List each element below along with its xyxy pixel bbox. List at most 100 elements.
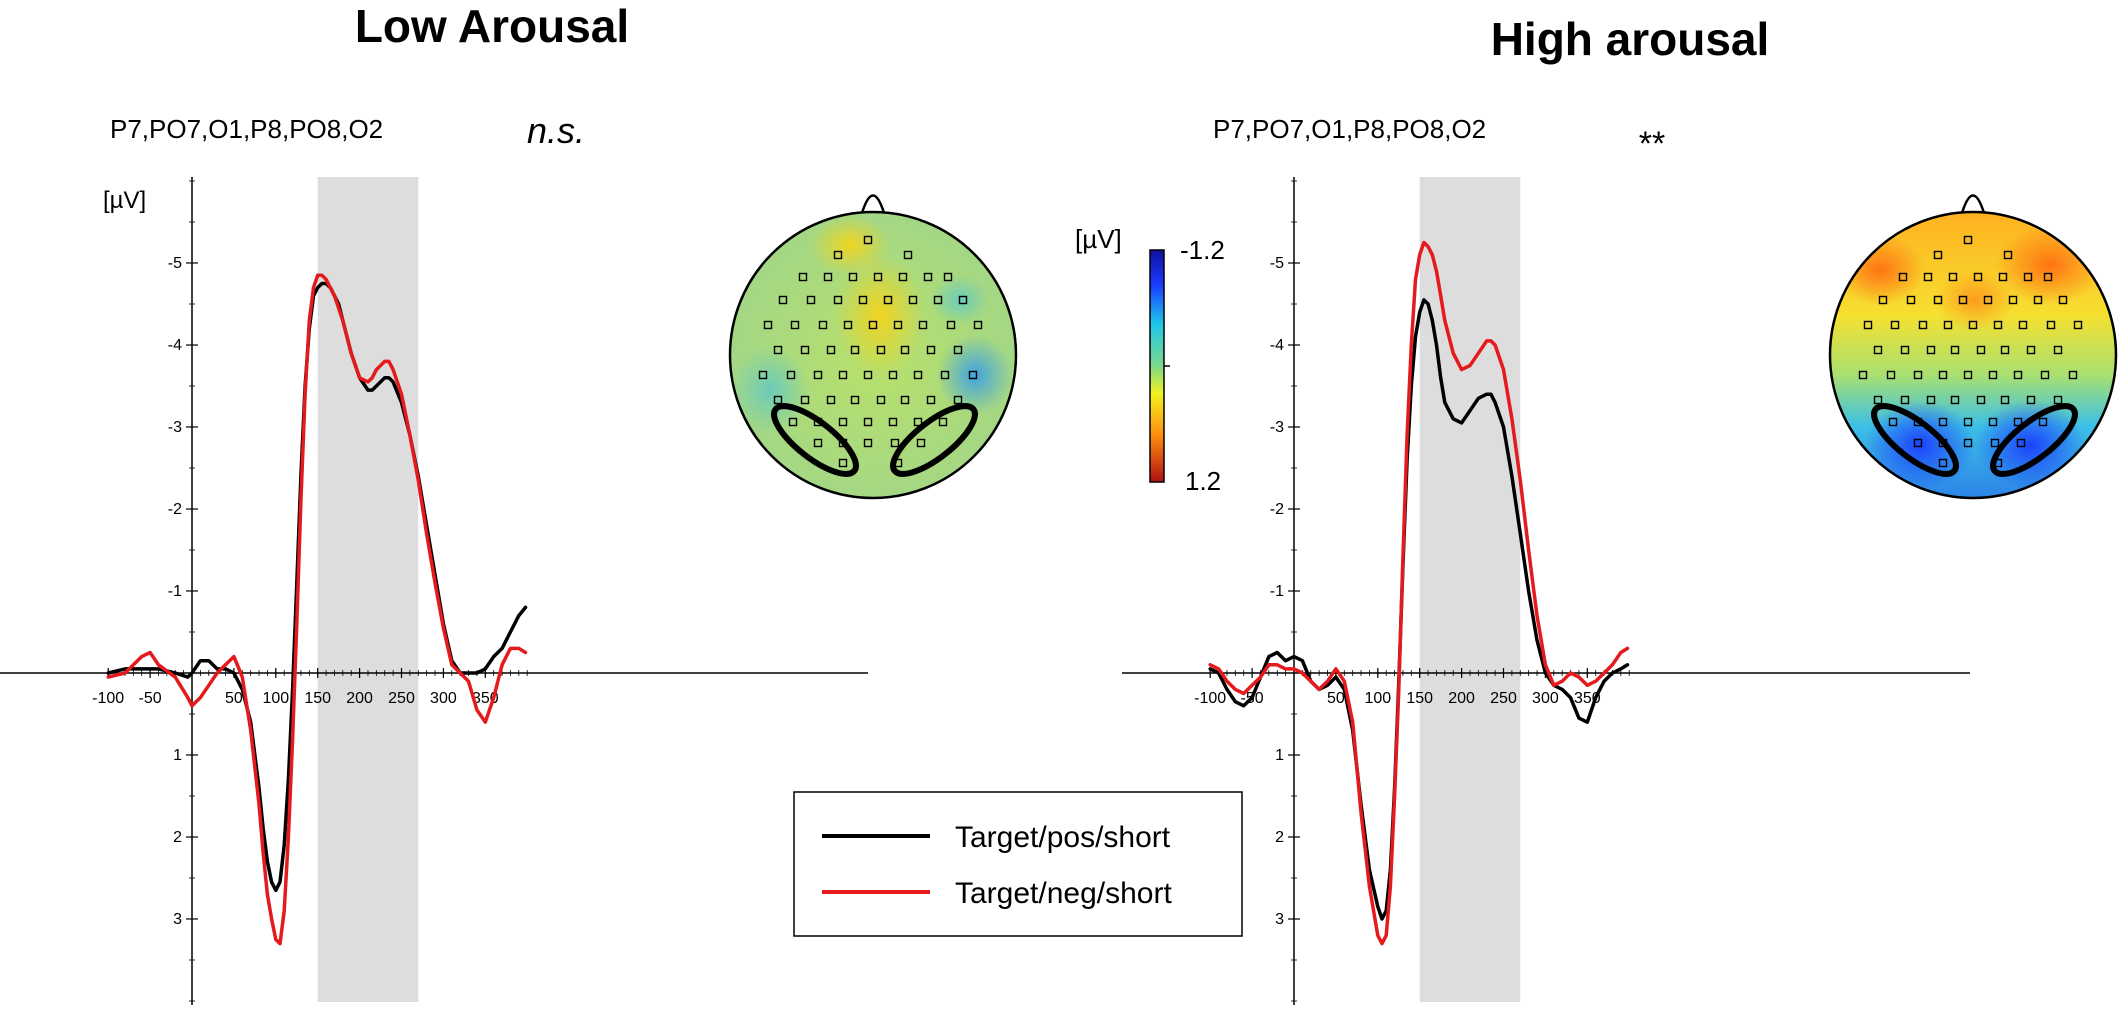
legend-label-pos: Target/pos/short bbox=[955, 821, 1171, 854]
x-tick-label: -50 bbox=[139, 690, 162, 707]
electrode-marker bbox=[1976, 395, 1986, 405]
electrode-marker bbox=[763, 320, 773, 330]
x-tick-label: 50 bbox=[225, 690, 243, 707]
electrode-marker bbox=[868, 320, 878, 330]
electrode-marker bbox=[1898, 272, 1908, 282]
electrode-marker bbox=[848, 272, 858, 282]
electrode-marker bbox=[2058, 295, 2068, 305]
electrode-marker bbox=[1938, 417, 1948, 427]
electrode-marker bbox=[2026, 345, 2036, 355]
electrode-marker bbox=[890, 438, 900, 448]
channel-label: P7,PO7,O1,P8,PO8,O2 bbox=[110, 114, 383, 144]
electrode-marker bbox=[790, 320, 800, 330]
colorbar-unit: [µV] bbox=[1075, 224, 1122, 254]
y-tick-label: -1 bbox=[168, 583, 182, 600]
electrode-marker bbox=[1906, 295, 1916, 305]
panel-title: Low Arousal bbox=[355, 0, 629, 52]
x-tick-label: 150 bbox=[304, 690, 331, 707]
electrode-marker bbox=[933, 295, 943, 305]
topomap-high-arousal bbox=[1828, 194, 2118, 500]
electrode-marker bbox=[1878, 295, 1888, 305]
electrode-marker bbox=[898, 272, 908, 282]
electrode-marker bbox=[2053, 395, 2063, 405]
scalp-outline bbox=[1828, 210, 2118, 500]
electrode-marker bbox=[1988, 370, 1998, 380]
cluster-oval-left bbox=[1871, 403, 1959, 477]
electrode-marker bbox=[838, 458, 848, 468]
electrode-marker bbox=[1873, 345, 1883, 355]
electrode-marker bbox=[2046, 320, 2056, 330]
electrode-marker bbox=[1923, 272, 1933, 282]
x-tick-label: 250 bbox=[388, 690, 415, 707]
channel-label: P7,PO7,O1,P8,PO8,O2 bbox=[1213, 114, 1486, 144]
electrode-marker bbox=[798, 272, 808, 282]
electrode-marker bbox=[818, 320, 828, 330]
electrode-marker bbox=[823, 272, 833, 282]
electrode-marker bbox=[953, 395, 963, 405]
electrode-marker bbox=[908, 295, 918, 305]
electrode-marker bbox=[2013, 417, 2023, 427]
electrode-marker bbox=[2068, 370, 2078, 380]
y-tick-label: -5 bbox=[168, 255, 182, 272]
x-tick-label: 250 bbox=[1490, 690, 1517, 707]
y-tick-label: 1 bbox=[1275, 747, 1284, 764]
x-tick-label: 50 bbox=[1327, 690, 1345, 707]
electrode-marker bbox=[946, 320, 956, 330]
electrode-marker bbox=[2073, 320, 2083, 330]
electrode-marker bbox=[2013, 370, 2023, 380]
electrode-marker bbox=[913, 417, 923, 427]
electrode-marker bbox=[1950, 345, 1960, 355]
electrode-marker bbox=[923, 272, 933, 282]
panel-low-arousal: -100 -50 50 100 150 200 250 300 350-5-4-3-2-1123… bbox=[0, 0, 868, 1005]
electrode-marker bbox=[873, 272, 883, 282]
colorbar-scale bbox=[1149, 249, 1165, 483]
y-tick-label: -5 bbox=[1270, 255, 1284, 272]
electrode-marker bbox=[1933, 250, 1943, 260]
electrode-marker bbox=[826, 345, 836, 355]
electrode-marker bbox=[1983, 295, 1993, 305]
electrode-marker bbox=[1988, 417, 1998, 427]
electrode-marker bbox=[1968, 320, 1978, 330]
electrode-marker bbox=[833, 295, 843, 305]
electrode-marker bbox=[1913, 370, 1923, 380]
y-tick-label: 3 bbox=[173, 911, 182, 928]
electrode-marker bbox=[926, 395, 936, 405]
electrode-marker bbox=[888, 417, 898, 427]
electrode-marker bbox=[900, 345, 910, 355]
cluster-oval-right bbox=[890, 403, 978, 477]
electrode-marker bbox=[1863, 320, 1873, 330]
electrode-marker bbox=[858, 295, 868, 305]
x-tick-label: -100 bbox=[92, 690, 124, 707]
electrode-marker bbox=[1888, 417, 1898, 427]
electrode-marker bbox=[2026, 395, 2036, 405]
cluster-oval-right bbox=[1990, 403, 2078, 477]
cluster-oval-left bbox=[771, 403, 859, 477]
electrode-marker bbox=[876, 345, 886, 355]
y-tick-label: -2 bbox=[1270, 501, 1284, 518]
electrode-marker bbox=[2018, 320, 2028, 330]
electrode-marker bbox=[2000, 395, 2010, 405]
electrode-marker bbox=[1933, 295, 1943, 305]
analysis-window bbox=[317, 177, 419, 1002]
x-tick-label: 200 bbox=[346, 690, 373, 707]
electrode-marker bbox=[813, 370, 823, 380]
electrode-marker bbox=[1886, 370, 1896, 380]
electrode-marker bbox=[863, 370, 873, 380]
electrode-marker bbox=[2023, 272, 2033, 282]
electrode-marker bbox=[968, 370, 978, 380]
x-tick-label: -100 bbox=[1194, 690, 1226, 707]
legend-label-neg: Target/neg/short bbox=[955, 877, 1172, 910]
electrode-marker bbox=[826, 395, 836, 405]
y-tick-label: -4 bbox=[1270, 337, 1284, 354]
y-tick-label: 3 bbox=[1275, 911, 1284, 928]
x-tick-label: 200 bbox=[1448, 690, 1475, 707]
electrode-marker bbox=[806, 295, 816, 305]
electrode-marker bbox=[2033, 295, 2043, 305]
electrode-marker bbox=[876, 395, 886, 405]
electrode-marker bbox=[900, 395, 910, 405]
electrode-marker bbox=[1926, 395, 1936, 405]
electrode-marker bbox=[2040, 370, 2050, 380]
electrode-marker bbox=[1873, 395, 1883, 405]
electrode-marker bbox=[773, 345, 783, 355]
y-tick-label: -3 bbox=[168, 419, 182, 436]
